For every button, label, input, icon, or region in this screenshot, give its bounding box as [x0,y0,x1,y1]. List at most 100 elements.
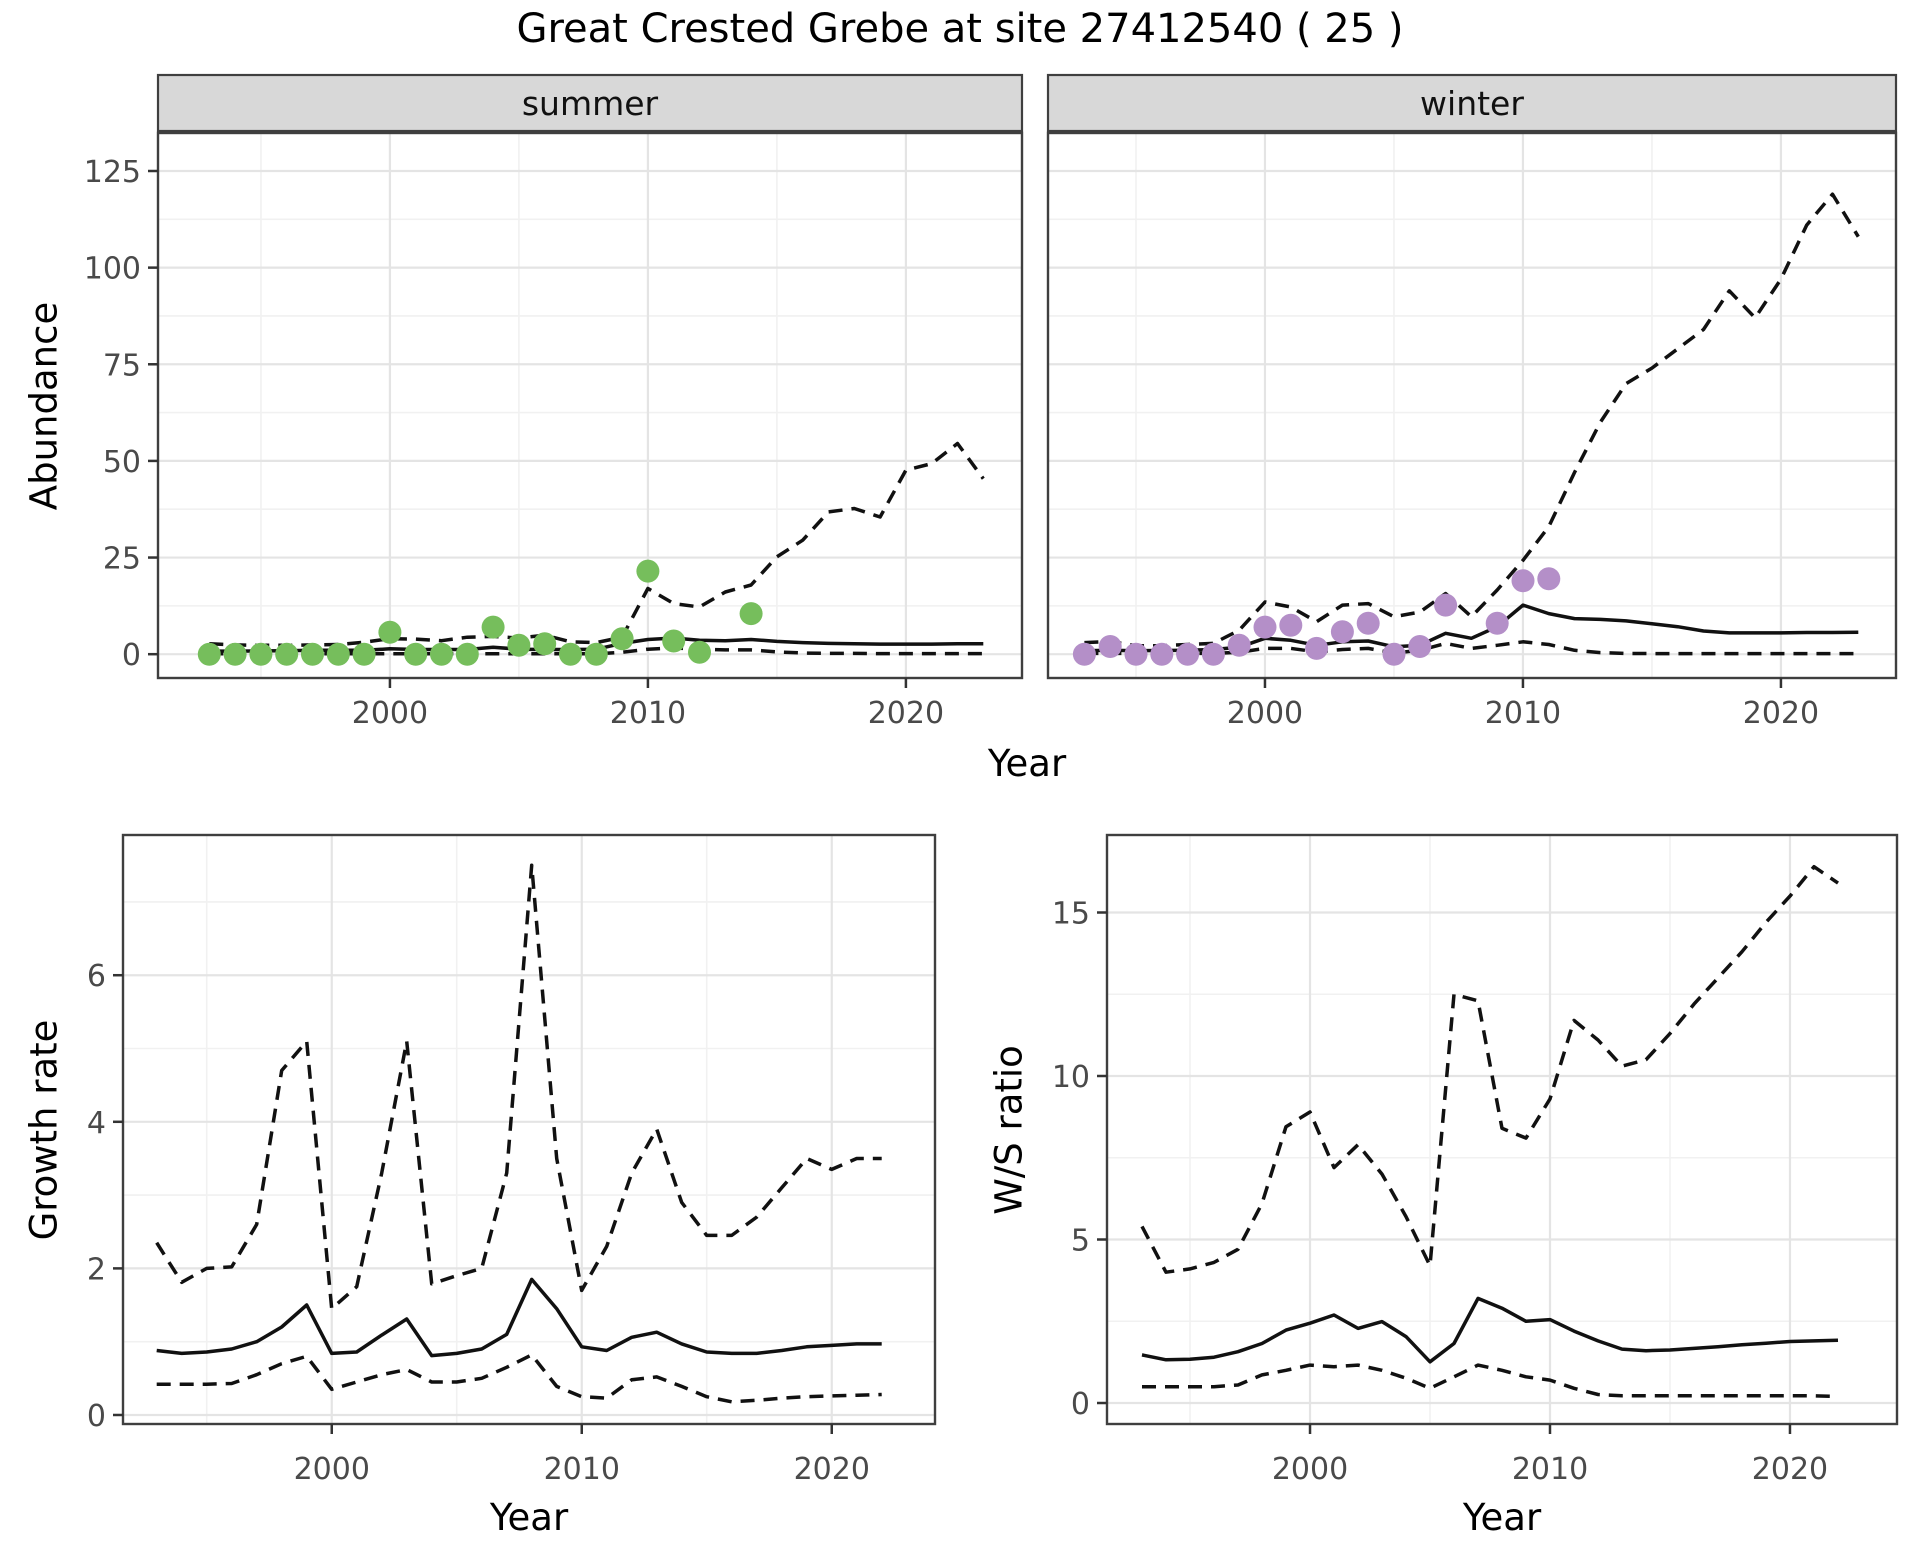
winter-abundance-panel: 2000 2010 2020 [1046,73,1898,731]
y-tick-label: 4 [87,1106,106,1141]
y-tick-label: 0 [1071,1387,1090,1422]
growth-rate-panel: 2000 2010 2020 0 2 4 6 [87,833,937,1487]
y-tick-label: 50 [103,445,141,480]
observation-points [197,559,763,666]
x-axis-title-year-ws: Year [1462,1496,1542,1539]
data-point [326,642,350,666]
data-point [1537,567,1561,591]
x-tick-label: 2010 [544,1452,620,1487]
facet-strip-winter: winter [1420,83,1524,123]
data-point [1150,642,1174,666]
data-point [1305,636,1329,660]
data-point [1356,611,1380,635]
data-point [455,642,479,666]
x-tick-label: 2020 [1743,696,1819,731]
x-tick-label: 2020 [794,1452,870,1487]
gridlines [123,835,935,1424]
x-axis-title-year-growth: Year [489,1496,569,1539]
data-point [197,642,221,666]
data-point [404,642,428,666]
y-tick-label: 100 [84,252,141,287]
y-tick-label: 0 [122,638,141,673]
x-tick-label: 2010 [610,696,686,731]
data-point [301,642,324,666]
facet-strip-box [156,73,1024,133]
panel-border [156,131,1024,680]
lower-ci-line [1142,1363,1839,1399]
lower-ci-line [156,1353,882,1404]
upper-ci-line [1140,864,1839,1274]
summer-abundance-panel: 2000 2010 2020 0 25 50 75 100 125 [84,73,1024,731]
y-axis-title-abundance: Abundance [22,301,66,511]
data-point [1227,633,1251,657]
data-point [1098,635,1122,658]
y-axis-title-ws-ratio: W/S ratio [987,1045,1031,1215]
x-axis: 2000 2010 2020 [1227,678,1819,731]
y-tick-label: 125 [84,155,141,190]
data-point [430,642,453,666]
data-point [352,642,376,666]
data-point [533,632,557,656]
data-point [275,642,299,666]
upper-ci-line [1084,192,1860,648]
data-point [378,620,402,644]
x-axis: 2000 2010 2020 [352,678,944,731]
data-point [1382,642,1406,666]
data-point [636,559,660,583]
data-point [1511,569,1535,593]
data-point [1201,642,1225,666]
data-point [584,642,608,666]
gridlines [1107,835,1897,1424]
y-axis: 0 5 10 15 [1052,897,1107,1422]
data-point [223,642,247,666]
data-point [688,640,711,664]
data-point [1279,613,1303,637]
x-tick-label: 2000 [294,1452,370,1487]
y-tick-label: 25 [103,542,141,577]
facet-strip-summer: summer [521,83,659,123]
gridlines [158,133,1022,678]
y-tick-label: 6 [87,959,106,994]
data-point [1434,593,1458,617]
y-tick-label: 0 [87,1399,106,1434]
x-tick-label: 2000 [352,696,428,731]
data-point [739,602,763,626]
y-axis: 0 2 4 6 [87,959,123,1434]
data-point [481,615,505,639]
upper-ci-line [155,863,882,1311]
facet-strip-box [1046,73,1898,133]
y-axis-title-growth-rate: Growth rate [22,1019,66,1241]
y-axis: 0 25 50 75 100 125 [84,155,158,673]
x-tick-label: 2000 [1272,1452,1348,1487]
data-point [507,633,531,657]
data-point [610,627,634,651]
fit-line [156,1277,882,1358]
x-tick-label: 2010 [1512,1452,1588,1487]
panel-border [1105,833,1899,1426]
data-point [1253,615,1277,639]
x-tick-label: 2020 [868,696,944,731]
data-point [1176,642,1200,666]
data-point [1072,642,1096,666]
data-point [662,629,686,653]
data-point [1408,635,1432,658]
y-tick-label: 15 [1052,897,1090,932]
y-tick-label: 5 [1071,1224,1090,1259]
upper-ci-line [209,441,985,648]
panel-border [121,833,937,1426]
data-point [1485,611,1509,635]
x-axis: 2000 2010 2020 [294,1424,870,1487]
data-point [249,642,273,666]
plot-title: Great Crested Grebe at site 27412540 ( 2… [516,6,1404,52]
gridlines [1048,133,1896,678]
observation-points [1072,567,1561,666]
x-tick-label: 2010 [1485,696,1561,731]
y-tick-label: 10 [1052,1060,1090,1095]
data-point [1330,620,1354,644]
x-tick-label: 2020 [1752,1452,1828,1487]
data-point [559,642,582,666]
x-axis-title-year-top: Year [987,742,1067,785]
y-tick-label: 2 [87,1252,106,1287]
fit-line [1141,1296,1839,1364]
